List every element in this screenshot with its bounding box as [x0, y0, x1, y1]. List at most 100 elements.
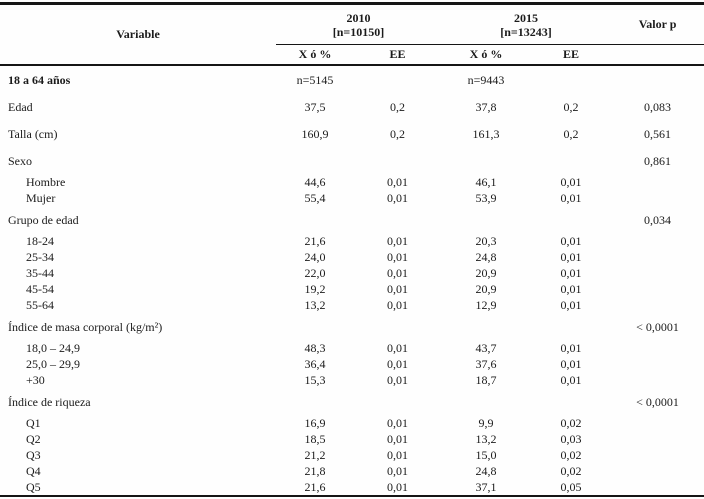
p-value: [611, 479, 704, 496]
row-label: 35-44: [26, 266, 54, 280]
x-2015-value: 53,9: [475, 191, 497, 205]
p-value: [611, 249, 704, 265]
p-value: [611, 447, 704, 463]
x-2015-value: 24,8: [475, 464, 497, 478]
x-2015-value: [441, 206, 531, 233]
p-value: [611, 297, 704, 313]
ee-2010-value: [354, 206, 441, 233]
table-row: Q2 18,5 0,01 13,2 0,03: [0, 431, 704, 447]
ee-2015-value: [531, 388, 611, 415]
ee-2015-value: 0,01: [560, 250, 582, 264]
column-header-valor-p: Valor p: [611, 3, 704, 45]
x-2010-value: 44,6: [304, 175, 326, 189]
x-2015-value: 37,1: [475, 480, 497, 494]
ee-2010-value: 0,01: [387, 416, 408, 430]
p-value: [611, 233, 704, 249]
table-row: 18-24 21,6 0,01 20,3 0,01: [0, 233, 704, 249]
ee-2010-value: 0,01: [387, 480, 408, 494]
subheader-empty-valor-p: [611, 44, 704, 66]
table-row: Q4 21,8 0,01 24,8 0,02: [0, 463, 704, 479]
x-2010-value: 55,4: [304, 191, 326, 205]
row-label: Edad: [8, 100, 33, 114]
ee-2015-value: [531, 313, 611, 340]
row-label: Q1: [26, 416, 41, 430]
ee-2015-value: 0,2: [563, 127, 579, 141]
table-row: 55-64 13,2 0,01 12,9 0,01: [0, 297, 704, 313]
row-label: 18-24: [26, 234, 54, 248]
x-2010-value: 16,9: [304, 416, 326, 430]
ee-2010-value: 0,01: [387, 341, 408, 355]
column-header-variable: Variable: [0, 3, 276, 66]
p-value: [611, 281, 704, 297]
table-row: Q1 16,9 0,01 9,9 0,02: [0, 415, 704, 431]
subheader-x-2015: X ó %: [441, 44, 532, 66]
row-label: Mujer: [26, 191, 56, 205]
x-2010-value: n=5145: [296, 73, 334, 87]
x-2015-value: 15,0: [475, 448, 497, 462]
x-2010-value: 18,5: [304, 432, 326, 446]
ee-2015-value: [531, 65, 611, 93]
table-row: Hombre 44,6 0,01 46,1 0,01: [0, 174, 704, 190]
header-row-measures: X ó % EE X ó % EE: [0, 44, 704, 66]
table-row: Edad 37,5 0,2 37,8 0,2 0,083: [0, 93, 704, 120]
p-value: < 0,0001: [636, 395, 679, 409]
ee-2015-value: 0,01: [560, 341, 582, 355]
row-label: Q3: [26, 448, 41, 462]
x-2010-value: 21,2: [304, 448, 326, 462]
x-2010-value: 13,2: [304, 298, 326, 312]
ee-2010-value: 0,2: [390, 127, 405, 141]
row-label: Q4: [26, 464, 41, 478]
ee-2010-value: 0,01: [387, 298, 408, 312]
x-2015-value: 13,2: [475, 432, 497, 446]
ee-2015-value: 0,01: [560, 357, 582, 371]
x-2015-value: 43,7: [475, 341, 497, 355]
ee-2010-value: [354, 313, 441, 340]
p-value: [611, 190, 704, 206]
x-2010-value: 160,9: [301, 127, 329, 141]
x-2010-value: 15,3: [304, 373, 326, 387]
x-2015-value: 9,9: [478, 416, 494, 430]
table-row: Sexo 0,861: [0, 147, 704, 174]
x-2015-value: 20,3: [475, 234, 497, 248]
ee-2015-value: [531, 147, 611, 174]
ee-2010-value: 0,01: [387, 464, 408, 478]
table-row: 45-54 19,2 0,01 20,9 0,01: [0, 281, 704, 297]
table-row: Talla (cm) 160,9 0,2 161,3 0,2 0,561: [0, 120, 704, 147]
row-label: 55-64: [26, 298, 54, 312]
ee-2015-value: [531, 206, 611, 233]
table-row: 25-34 24,0 0,01 24,8 0,01: [0, 249, 704, 265]
table-row: Índice de riqueza < 0,0001: [0, 388, 704, 415]
x-2015-value: 20,9: [475, 266, 497, 280]
p-value: 0,861: [644, 154, 672, 168]
x-2010-value: 37,5: [304, 100, 326, 114]
p-value: 0,083: [644, 100, 672, 114]
ee-2015-value: 0,05: [560, 480, 582, 494]
table-row: Mujer 55,4 0,01 53,9 0,01: [0, 190, 704, 206]
ee-2015-value: 0,01: [560, 298, 582, 312]
x-2010-value: 21,8: [304, 464, 326, 478]
column-header-2015: 2015 [n=13243]: [441, 3, 612, 45]
ee-2010-value: 0,01: [387, 175, 408, 189]
table-row: 18,0 – 24,9 48,3 0,01 43,7 0,01: [0, 340, 704, 356]
header-row-groups: Variable 2010 [n=10150] 2015 [n=13243] V…: [0, 3, 704, 66]
ee-2010-value: 0,2: [390, 100, 405, 114]
subheader-ee-2015: EE: [531, 44, 612, 66]
column-header-2010: 2010 [n=10150]: [276, 3, 442, 45]
table-row: Índice de masa corporal (kg/m²) < 0,0001: [0, 313, 704, 340]
row-label: 45-54: [26, 282, 54, 296]
x-2015-value: 37,8: [475, 100, 497, 114]
row-label: 18 a 64 años: [8, 73, 71, 87]
p-value: [611, 356, 704, 372]
ee-2010-value: [354, 147, 441, 174]
subheader-ee-2010: EE: [354, 44, 442, 66]
row-label: Q5: [26, 480, 41, 494]
sample-size-2010-label: [n=10150]: [332, 24, 385, 39]
year-2010-label: 2010: [346, 10, 371, 25]
p-value: < 0,0001: [636, 320, 679, 334]
row-label: +30: [26, 373, 45, 387]
sample-size-2015-label: [n=13243]: [500, 24, 552, 39]
x-2015-value: [441, 313, 531, 340]
x-2015-value: 24,8: [475, 250, 497, 264]
ee-2015-value: 0,01: [560, 175, 582, 189]
